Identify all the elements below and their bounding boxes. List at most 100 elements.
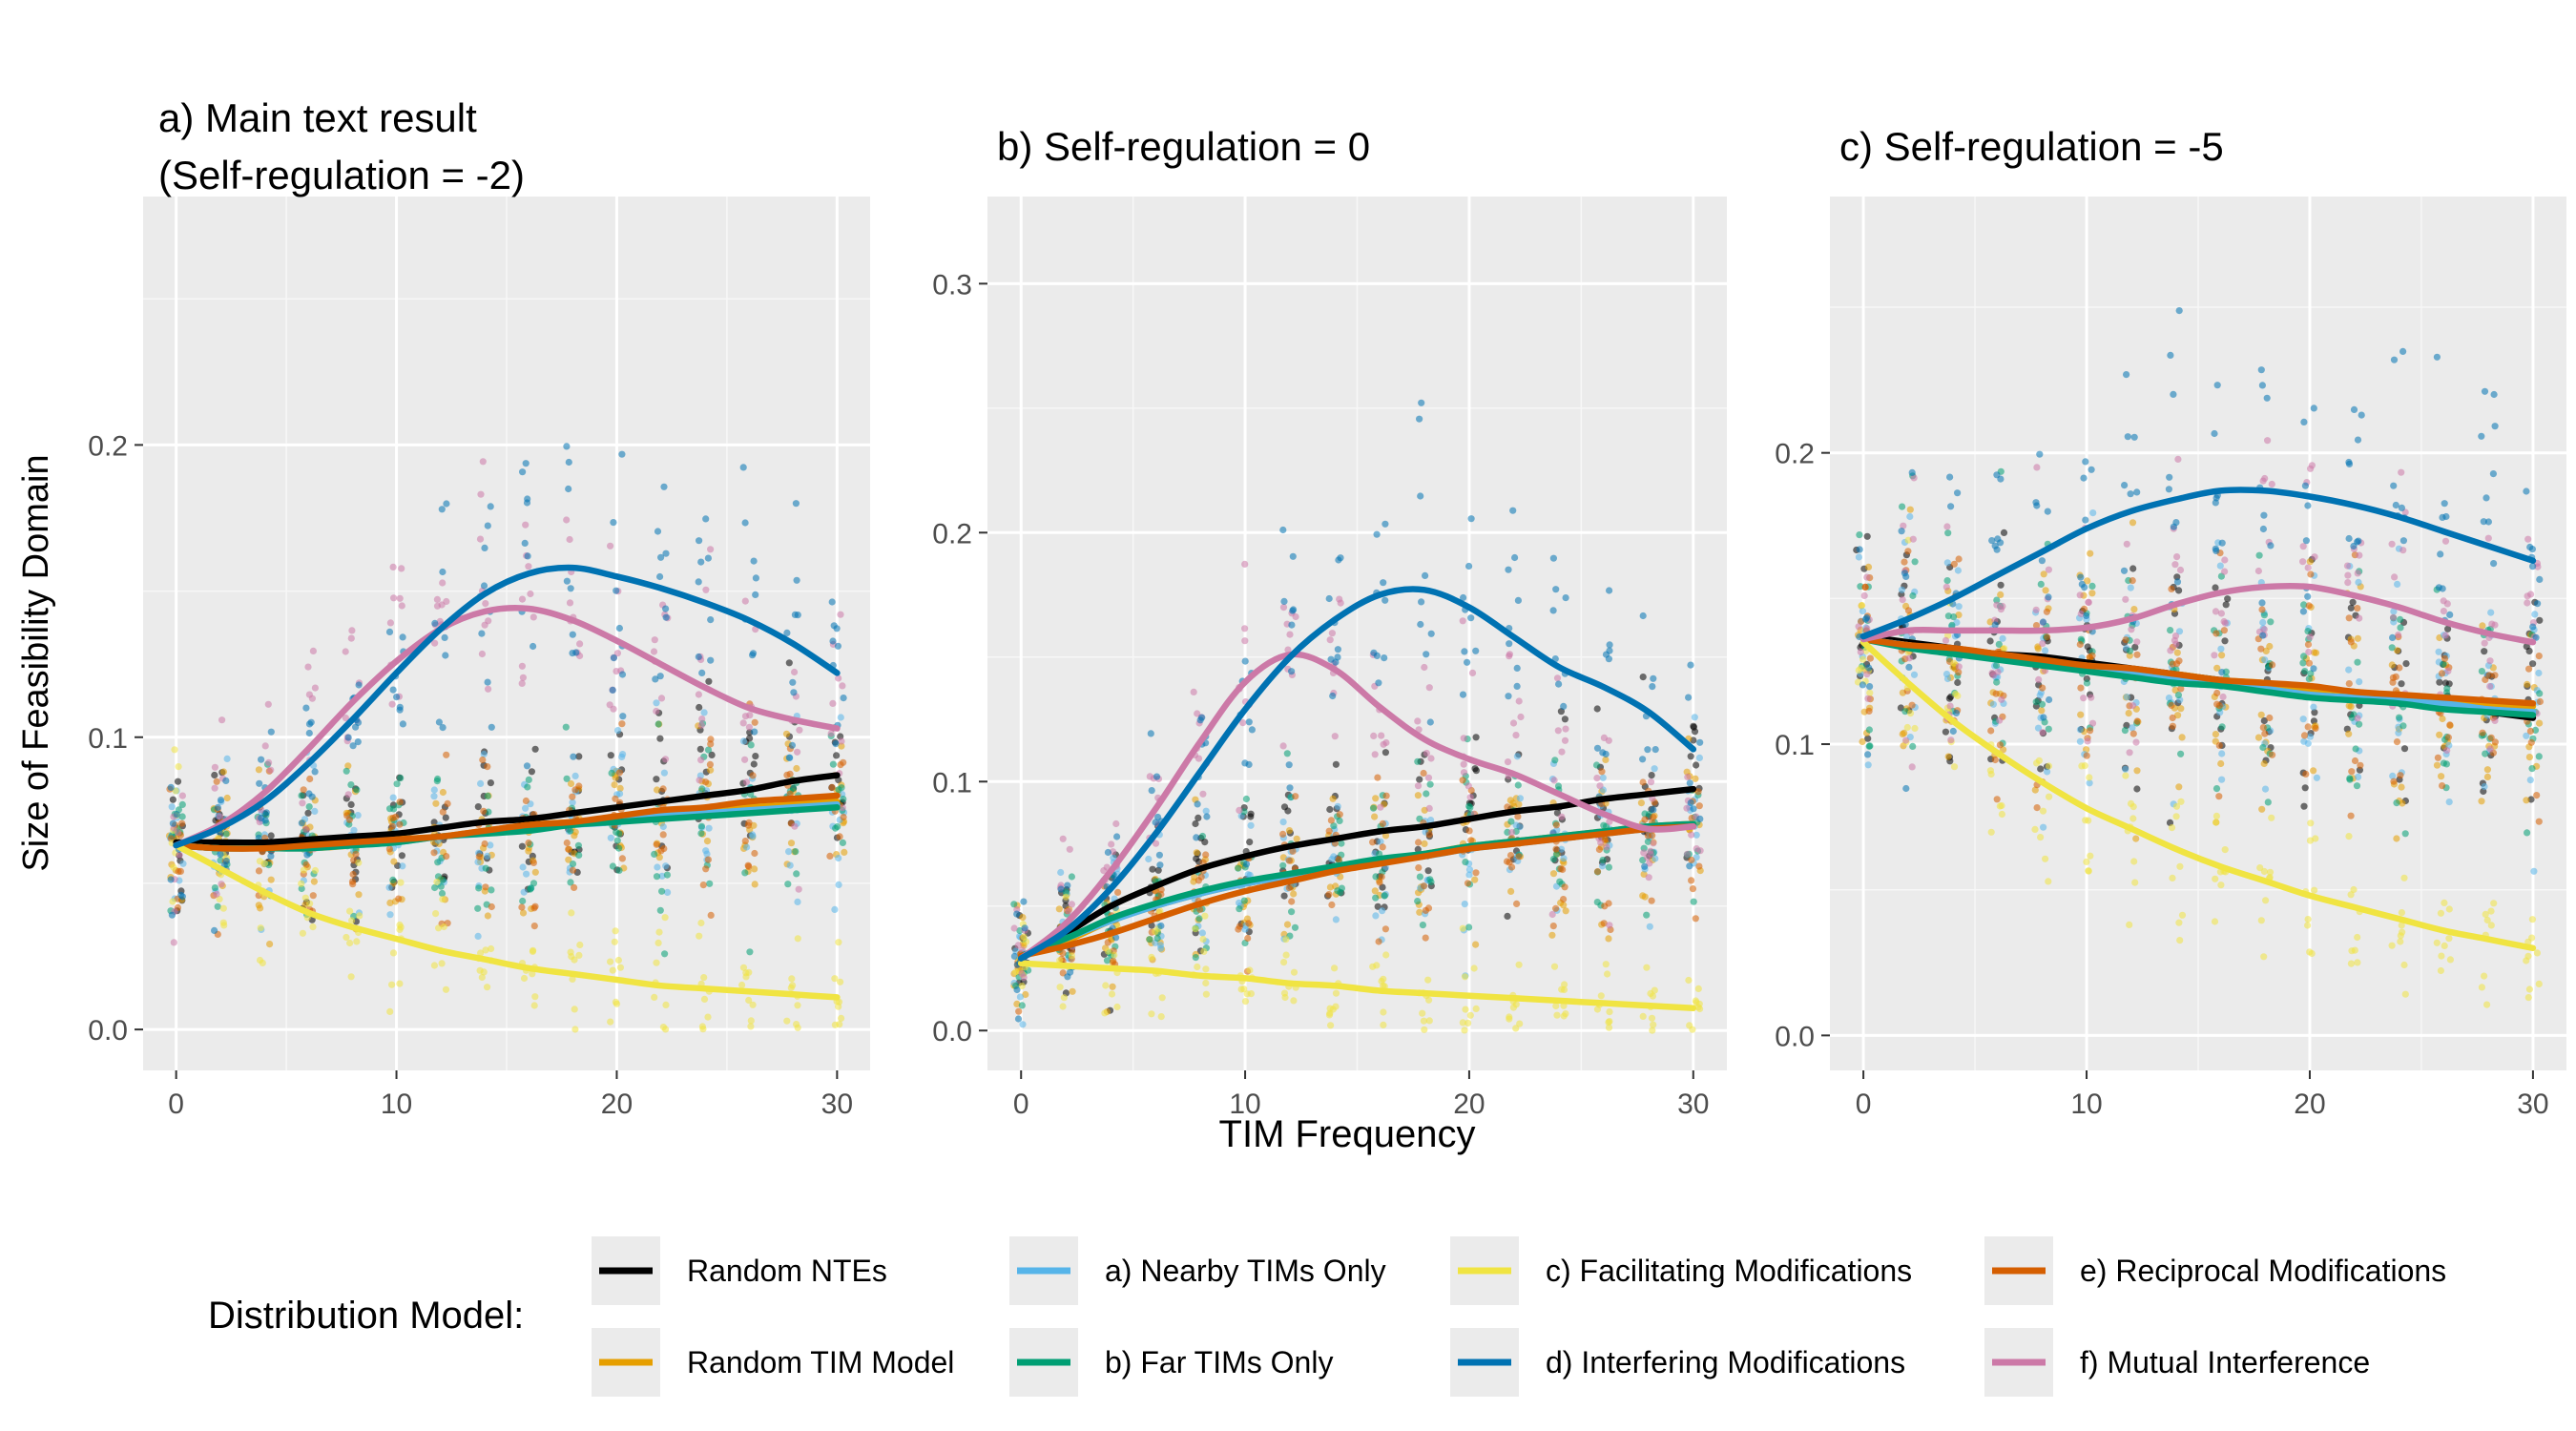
scatter-point <box>703 838 712 845</box>
scatter-point <box>1241 657 1249 665</box>
scatter-point <box>1326 883 1334 891</box>
scatter-point <box>1459 1019 1466 1027</box>
scatter-point <box>1156 861 1164 869</box>
scatter-point <box>2077 711 2085 718</box>
scatter-point <box>2042 587 2049 594</box>
scatter-point <box>1906 512 1914 521</box>
scatter-point <box>2305 602 2313 610</box>
scatter-point <box>1465 562 1473 570</box>
scatter-point <box>305 720 314 728</box>
scatter-point <box>2438 670 2446 677</box>
scatter-point <box>2036 450 2044 458</box>
scatter-point <box>1245 920 1253 927</box>
scatter-point <box>213 890 220 898</box>
scatter-point <box>1243 990 1251 998</box>
scatter-point <box>1690 898 1697 905</box>
scatter-point <box>2300 653 2308 660</box>
scatter-point <box>1906 710 1915 717</box>
scatter-point <box>385 845 393 853</box>
scatter-point <box>838 784 845 792</box>
scatter-point <box>355 891 363 899</box>
scatter-point <box>1279 604 1288 612</box>
scatter-point <box>2122 595 2129 603</box>
scatter-point <box>1020 973 1028 982</box>
scatter-point <box>1552 904 1560 912</box>
scatter-point <box>1414 845 1422 854</box>
scatter-point <box>1549 554 1557 562</box>
scatter-point <box>2043 608 2050 615</box>
scatter-point <box>785 754 794 761</box>
scatter-point <box>2264 798 2272 806</box>
scatter-point <box>528 768 536 776</box>
scatter-point <box>2045 725 2052 733</box>
scatter-point <box>2345 666 2353 674</box>
scatter-point <box>1381 749 1389 757</box>
scatter-point <box>2393 738 2401 746</box>
scatter-point <box>2389 613 2398 621</box>
scatter-point <box>829 760 838 768</box>
scatter-point <box>697 721 705 729</box>
scatter-point <box>2217 759 2225 768</box>
scatter-point <box>653 959 660 966</box>
scatter-point <box>2525 647 2533 655</box>
scatter-point <box>2354 436 2362 444</box>
scatter-point <box>1550 963 1559 970</box>
scatter-point <box>2478 984 2485 991</box>
scatter-point <box>787 840 796 847</box>
scatter-point <box>487 503 494 510</box>
scatter-point <box>2444 667 2452 675</box>
scatter-point <box>793 576 800 584</box>
scatter-point <box>1279 526 1287 534</box>
scatter-point <box>751 849 758 858</box>
scatter-point <box>520 974 529 983</box>
scatter-point <box>306 775 314 783</box>
scatter-point <box>752 753 759 760</box>
scatter-point <box>1555 680 1563 688</box>
scatter-point <box>2438 773 2445 780</box>
scatter-point <box>1650 1021 1657 1028</box>
scatter-point <box>2033 464 2041 471</box>
scatter-point <box>306 900 314 907</box>
scatter-point <box>1859 655 1867 663</box>
scatter-point <box>2310 703 2317 711</box>
scatter-point <box>575 753 583 760</box>
scatter-point <box>2259 632 2267 639</box>
scatter-point <box>1866 654 1874 662</box>
scatter-point <box>2263 394 2271 402</box>
scatter-point <box>2211 918 2219 925</box>
scatter-point <box>518 842 527 850</box>
legend-label: d) Interfering Modifications <box>1546 1345 1905 1379</box>
scatter-point <box>1279 742 1287 750</box>
scatter-point <box>835 939 842 946</box>
fit-lines <box>1017 586 1697 1012</box>
scatter-point <box>1695 862 1703 870</box>
scatter-point <box>1235 925 1242 933</box>
scatter-point <box>2174 692 2182 699</box>
scatter-point <box>2300 802 2308 810</box>
legend-label: b) Far TIMs Only <box>1105 1345 1333 1379</box>
scatter-point <box>399 862 406 870</box>
scatter-point <box>2171 561 2179 569</box>
scatter-point <box>1462 859 1469 866</box>
scatter-point <box>531 868 539 876</box>
scatter-point <box>661 914 669 922</box>
scatter-point <box>704 1013 712 1021</box>
scatter-point <box>399 633 406 641</box>
scatter-point <box>2440 597 2447 605</box>
scatter-point <box>2441 899 2448 907</box>
scatter-point <box>2172 813 2180 820</box>
scatter-point <box>2529 660 2537 668</box>
scatter-point <box>2355 537 2362 545</box>
scatter-point <box>1993 678 2001 686</box>
scatter-point <box>396 798 404 806</box>
scatter-point <box>170 863 177 871</box>
scatter-point <box>661 756 670 763</box>
scatter-point <box>741 756 749 763</box>
scatter-point <box>1109 983 1116 990</box>
scatter-point <box>174 829 182 837</box>
scatter-point <box>2032 606 2040 613</box>
scatter-point <box>1514 813 1522 820</box>
scatter-point <box>2439 585 2446 592</box>
scatter-point <box>1856 546 1863 553</box>
y-tick-label: 0.0 <box>932 1016 972 1047</box>
